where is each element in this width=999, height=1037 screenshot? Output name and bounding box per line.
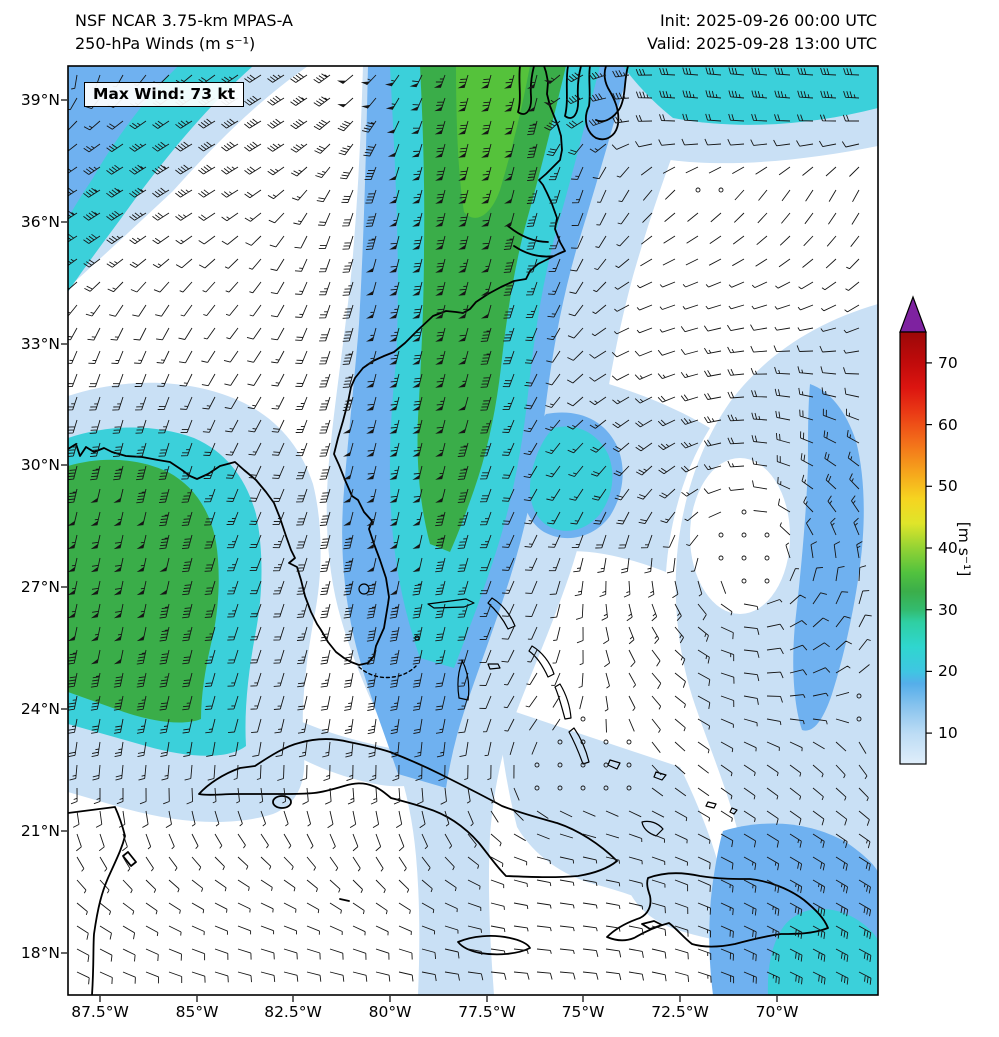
colorbar-tick-40: 40 xyxy=(938,539,958,557)
lon-tick-72-5w: 72.5°W xyxy=(651,1003,709,1021)
lat-tick-27n: 27°N xyxy=(20,578,60,596)
axis-tick-marks xyxy=(61,99,778,1002)
lat-tick-33n: 33°N xyxy=(20,335,60,353)
wind-barb-layer xyxy=(68,67,872,985)
lon-tick-80w: 80°W xyxy=(368,1003,412,1021)
coastline-bahamas xyxy=(414,597,738,837)
colorbar-tick-60: 60 xyxy=(938,416,958,434)
colorbar-tick-marks xyxy=(926,362,932,734)
plot-title-line1: NSF NCAR 3.75-km MPAS-A xyxy=(75,11,293,30)
colorbar-unit-label: [m s⁻¹] xyxy=(955,521,973,577)
lat-tick-21n: 21°N xyxy=(20,822,60,840)
calm-eddy-hole xyxy=(690,458,790,614)
valid-time-label: Valid: 2025-09-28 13:00 UTC xyxy=(646,34,877,54)
lon-tick-75w: 75°W xyxy=(561,1003,605,1021)
colorbar-gradient-bar xyxy=(899,331,927,765)
init-time-label: Init: 2025-09-26 00:00 UTC xyxy=(659,11,877,30)
map-plot xyxy=(61,65,879,1002)
lat-tick-39n: 39°N xyxy=(20,91,60,109)
fill-jet-bright-green xyxy=(456,66,530,218)
wind-barbs xyxy=(68,67,872,985)
colorbar-tick-20: 20 xyxy=(938,662,958,680)
fill-left-tail-pale xyxy=(268,706,434,787)
coastline-jamaica-yucatan xyxy=(68,806,531,995)
map-border xyxy=(67,65,879,996)
coastline-florida-keys xyxy=(358,665,417,679)
plot-title: NSF NCAR 3.75-km MPAS-A 250-hPa Winds (m… xyxy=(75,9,293,55)
colorbar-tick-10: 10 xyxy=(938,724,958,742)
lon-tick-82-5w: 82.5°W xyxy=(264,1003,322,1021)
colorbar-tick-30: 30 xyxy=(938,601,958,619)
coastlines xyxy=(68,66,829,995)
time-labels: Init: 2025-09-26 00:00 UTC Valid: 2025-0… xyxy=(647,9,877,55)
fill-offshore-cyan xyxy=(529,426,613,531)
coastline-cuba xyxy=(198,738,618,879)
lat-tick-24n: 24°N xyxy=(20,700,60,718)
lon-tick-87-5w: 87.5°W xyxy=(71,1003,129,1021)
lat-tick-36n: 36°N xyxy=(20,213,60,231)
colorbar-tick-70: 70 xyxy=(938,354,958,372)
lon-tick-85w: 85°W xyxy=(175,1003,219,1021)
lat-tick-30n: 30°N xyxy=(20,456,60,474)
fill-southeast-cyan xyxy=(767,908,878,995)
colorbar xyxy=(899,295,932,765)
coastline-hispaniola xyxy=(606,872,829,948)
plot-title-line2: 250-hPa Winds (m s⁻¹) xyxy=(75,34,256,54)
fill-topstrip-cyan xyxy=(623,66,878,125)
max-wind-badge: Max Wind: 73 kt xyxy=(84,82,245,107)
colorbar-extend-arrow xyxy=(899,295,927,333)
colorbar-tick-50: 50 xyxy=(938,477,958,495)
fill-jet-green xyxy=(417,66,566,552)
lon-tick-70w: 70°W xyxy=(755,1003,799,1021)
fill-right-streak-blue xyxy=(793,384,864,731)
lon-tick-77-5w: 77.5°W xyxy=(458,1003,516,1021)
wind-speed-shading xyxy=(68,66,878,995)
lat-tick-18n: 18°N xyxy=(20,944,60,962)
